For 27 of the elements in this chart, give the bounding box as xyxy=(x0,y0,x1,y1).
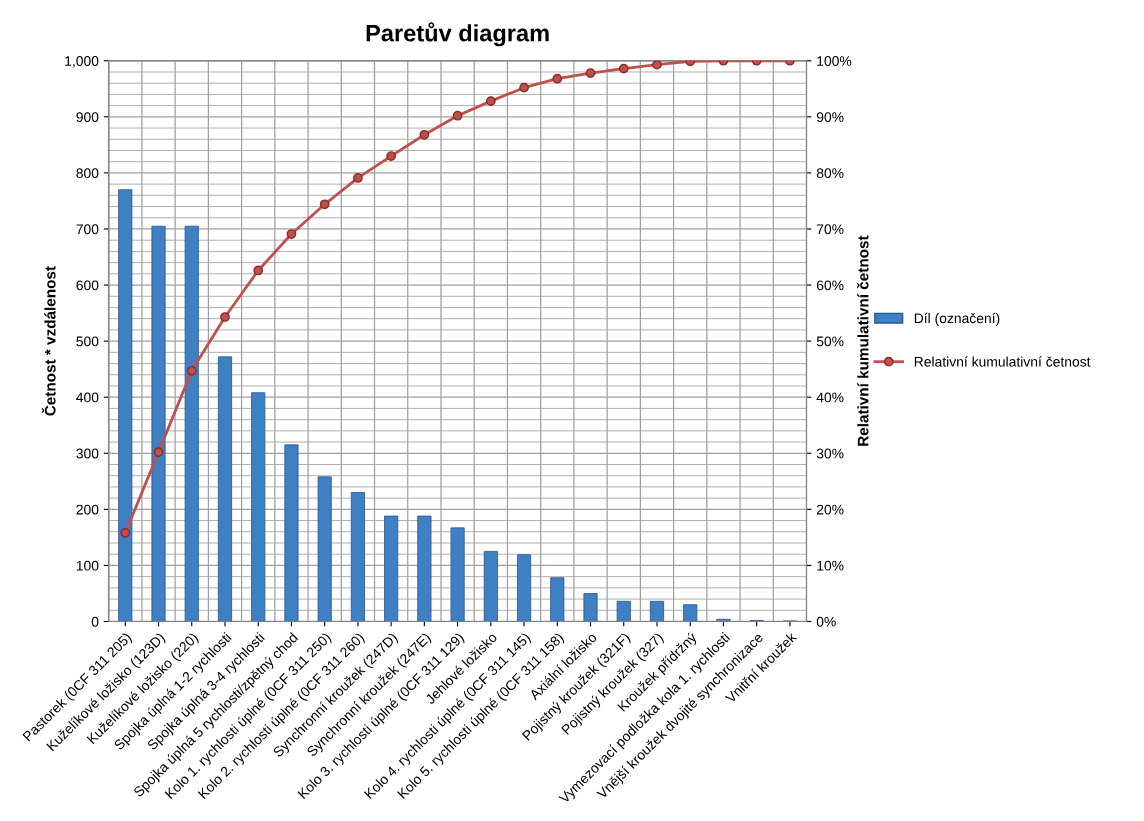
y-tick-label: 600 xyxy=(76,280,99,291)
y2-tick-label: 90% xyxy=(816,112,844,122)
y-tick-label: 900 xyxy=(76,112,99,122)
y2-tick-label: 80% xyxy=(816,168,844,179)
y2-tick-label: 0% xyxy=(816,616,836,627)
y-tick-label: 1,000 xyxy=(65,56,99,68)
y2-tick-label: 30% xyxy=(816,448,844,459)
y-tick-label: 0 xyxy=(91,616,99,627)
y2-tick-label: 70% xyxy=(816,224,844,235)
y2-tick-label: 100% xyxy=(817,56,852,66)
y2-axis-title: Relativní kumulativní četnost xyxy=(856,235,869,446)
y2-tick-label: 10% xyxy=(817,560,844,571)
y-tick-label: 100 xyxy=(76,560,99,571)
y-axis-title: Četnost * vzdálenost xyxy=(41,266,56,416)
y-tick-label: 500 xyxy=(76,336,99,347)
chart-title: Paretův diagram xyxy=(366,22,549,47)
y-tick-label: 200 xyxy=(76,504,99,515)
y2-tick-label: 50% xyxy=(816,336,844,347)
y-tick-label: 800 xyxy=(76,168,99,179)
legend-label: Relativní kumulativní četnost xyxy=(914,356,1091,367)
y-tick-label: 300 xyxy=(76,448,99,459)
y-tick-label: 400 xyxy=(76,392,99,403)
y2-tick-label: 60% xyxy=(816,280,844,291)
y2-tick-label: 40% xyxy=(816,392,844,403)
y-tick-label: 700 xyxy=(76,224,99,235)
y2-tick-label: 20% xyxy=(816,504,844,515)
legend-label: Díl (označení) xyxy=(914,312,1000,326)
